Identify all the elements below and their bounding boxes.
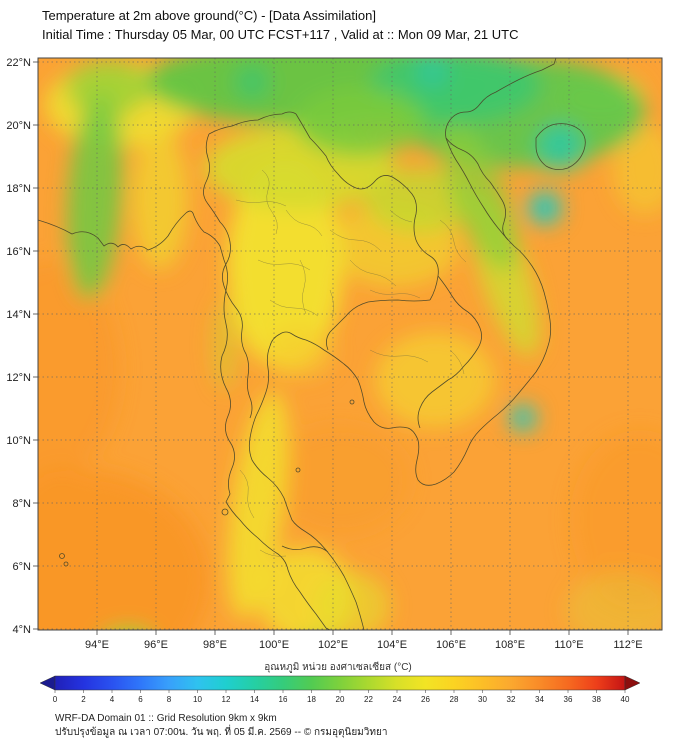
lon-tick-label: 106°E <box>436 639 466 651</box>
colorbar-tick-label: 32 <box>507 695 516 704</box>
lon-tick-label: 100°E <box>259 639 289 651</box>
colorbar-gradient <box>54 675 626 691</box>
lon-tick-label: 96°E <box>144 639 168 651</box>
lat-tick-label: 12°N <box>6 372 31 384</box>
lon-tick-label: 102°E <box>318 639 348 651</box>
colorbar-ticks <box>54 690 626 693</box>
lat-tick-label: 22°N <box>6 57 31 69</box>
province-borders <box>235 169 467 557</box>
colorbar-tick-label: 16 <box>279 695 288 704</box>
colorbar-tick-label: 30 <box>478 695 487 704</box>
colorbar-tick-label: 34 <box>535 695 544 704</box>
lat-tick-label: 8°N <box>13 498 32 510</box>
temperature-field <box>38 58 662 630</box>
colorbar-tick-label: 22 <box>364 695 373 704</box>
lon-tick-label: 112°E <box>613 639 642 651</box>
colorbar-right-arrow <box>624 675 641 691</box>
lon-tick-label: 110°E <box>554 639 583 651</box>
colorbar-tick-label: 28 <box>450 695 459 704</box>
colorbar: อุณหภูมิ หน่วย องศาเซลเซียส (°C) 0 2 4 6… <box>39 661 641 704</box>
colorbar-tick-label: 18 <box>307 695 316 704</box>
colorbar-tick-label: 10 <box>193 695 202 704</box>
footer-update-info: ปรับปรุงข้อมูล ณ เวลา 07:00น. วัน พฤ. ที… <box>55 727 388 738</box>
temperature-map: 22°N 20°N 18°N 16°N 14°N 12°N 10°N 8°N 6… <box>6 57 663 651</box>
map-frame <box>37 57 663 631</box>
colorbar-tick-label: 20 <box>336 695 345 704</box>
lat-tick-label: 4°N <box>13 624 32 636</box>
colorbar-tick-label: 6 <box>138 695 143 704</box>
colorbar-tick-label: 26 <box>421 695 430 704</box>
lat-tick-label: 16°N <box>6 246 31 258</box>
footer-domain-info: WRF-DA Domain 01 :: Grid Resolution 9km … <box>55 713 277 724</box>
colorbar-tick-label: 14 <box>250 695 259 704</box>
page-subtitle: Initial Time : Thursday 05 Mar, 00 UTC F… <box>42 27 519 42</box>
map-header: Temperature at 2m above ground(°C) - [Da… <box>42 6 519 44</box>
lon-tick-label: 98°E <box>203 639 227 651</box>
colorbar-left-arrow <box>39 675 56 691</box>
colorbar-tick-label: 38 <box>592 695 601 704</box>
map-grid <box>38 58 662 630</box>
lon-tick-label: 94°E <box>85 639 109 651</box>
lon-tick-label: 108°E <box>495 639 525 651</box>
colorbar-tick-label: 40 <box>621 695 630 704</box>
lat-tick-label: 18°N <box>6 183 31 195</box>
lat-tick-label: 20°N <box>6 120 31 132</box>
lat-tick-label: 6°N <box>13 561 32 573</box>
colorbar-tick-label: 36 <box>564 695 573 704</box>
colorbar-tick-label: 8 <box>167 695 172 704</box>
lon-tick-label: 104°E <box>377 639 407 651</box>
lat-tick-label: 10°N <box>6 435 31 447</box>
country-borders <box>38 58 586 630</box>
map-footer: WRF-DA Domain 01 :: Grid Resolution 9km … <box>55 712 387 740</box>
axis-ticks <box>33 61 629 635</box>
colorbar-tick-label: 4 <box>110 695 115 704</box>
colorbar-tick-label: 24 <box>393 695 402 704</box>
colorbar-tick-label: 12 <box>222 695 231 704</box>
colorbar-title: อุณหภูมิ หน่วย องศาเซลเซียส (°C) <box>264 661 412 673</box>
page-title: Temperature at 2m above ground(°C) - [Da… <box>42 8 376 23</box>
colorbar-tick-label: 0 <box>53 695 58 704</box>
lat-tick-label: 14°N <box>6 309 31 321</box>
colorbar-tick-label: 2 <box>81 695 86 704</box>
